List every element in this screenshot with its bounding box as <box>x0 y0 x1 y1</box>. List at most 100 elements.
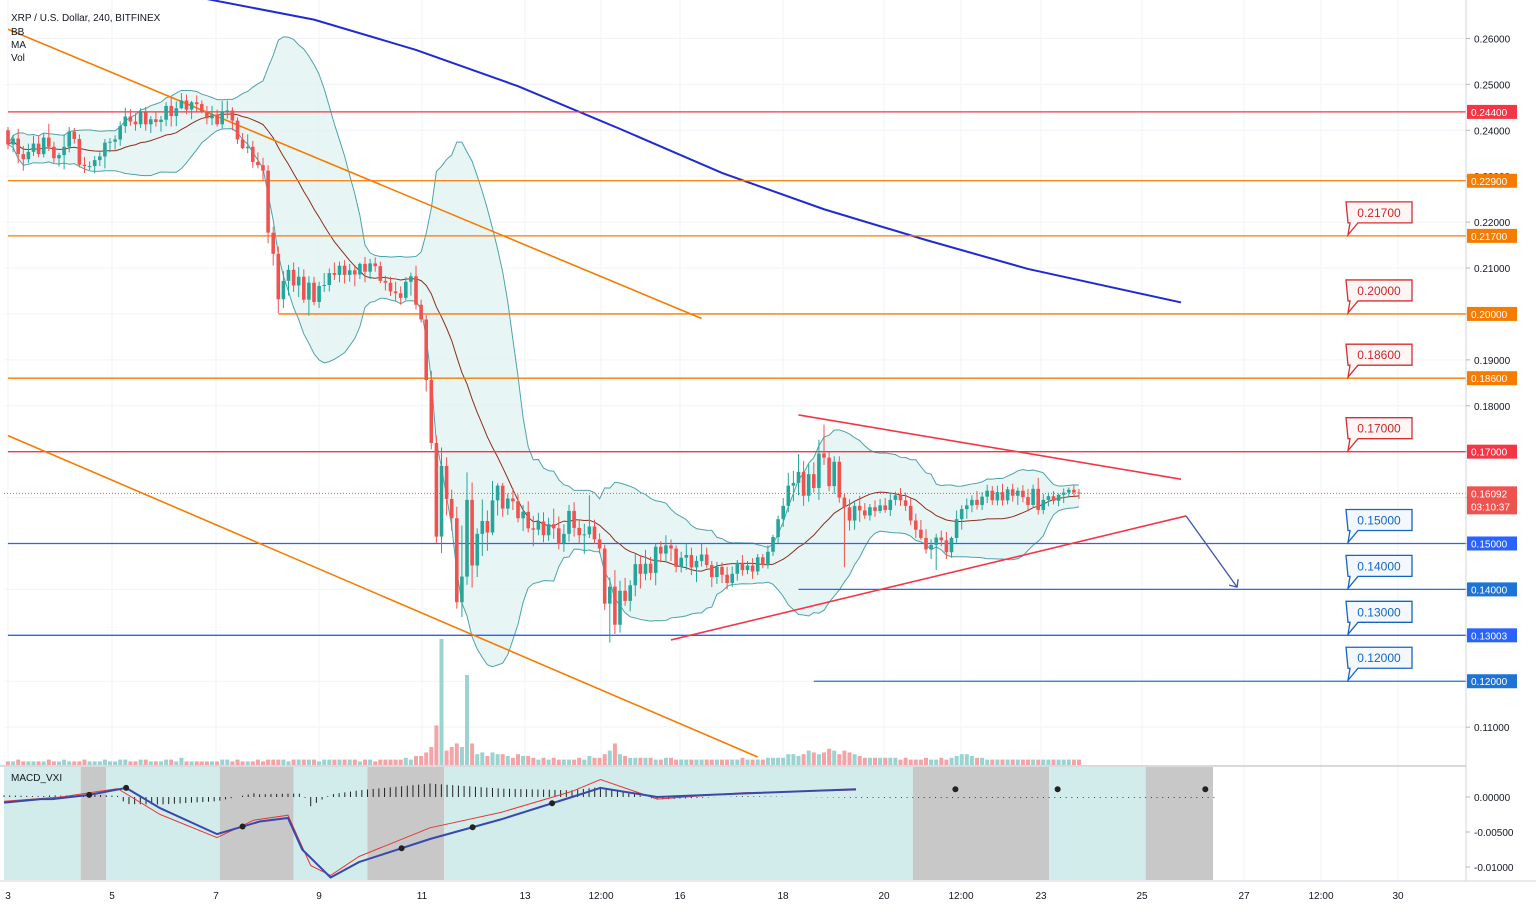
candle-body <box>557 528 561 544</box>
volume-bar <box>908 759 913 765</box>
candle-body <box>944 540 949 553</box>
volume-bar <box>1036 759 1041 765</box>
candle-body <box>363 263 367 272</box>
symbol-title[interactable]: XRP / U.S. Dollar, 240, BITFINEX <box>11 13 161 24</box>
candle-body <box>154 119 158 123</box>
volume-bar <box>403 757 408 765</box>
candle-body <box>771 537 775 552</box>
candle-body <box>429 380 434 443</box>
volume-bar <box>867 757 872 765</box>
volume-bar <box>41 761 46 765</box>
candle-body <box>21 154 26 160</box>
volume-bar <box>240 761 245 765</box>
volume-bar <box>444 750 449 765</box>
candle-body <box>138 112 143 125</box>
callout-text: 0.17000 <box>1357 422 1401 436</box>
volume-bar <box>964 754 969 765</box>
candle-body <box>990 490 995 501</box>
volume-bar <box>46 759 51 765</box>
volume-bar <box>847 752 852 765</box>
callout-0.14000: 0.14000 <box>1345 554 1413 591</box>
volume-bar <box>760 759 765 765</box>
volume-bar <box>36 761 41 765</box>
volume-bar <box>475 754 480 765</box>
volume-bar <box>959 754 964 765</box>
macd-bg-bear <box>1145 767 1213 880</box>
volume-bar <box>822 752 826 765</box>
candle-body <box>143 112 148 125</box>
volume-bar <box>735 759 740 765</box>
volume-bar <box>633 757 638 765</box>
candle-body <box>812 474 816 488</box>
candle-body <box>322 284 326 286</box>
volume-bar <box>11 761 16 765</box>
price-tick-label: 0.24000 <box>1474 126 1511 137</box>
volume-bar <box>995 759 1000 765</box>
volume-bar <box>31 761 36 765</box>
volume-bar <box>485 756 490 765</box>
macd-tick-label: 0.00000 <box>1474 793 1511 804</box>
candle-body <box>332 273 337 275</box>
candle-body <box>128 116 133 122</box>
volume-bar <box>505 756 510 765</box>
indicator-label-vol[interactable]: Vol <box>11 53 25 64</box>
volume-bar <box>587 756 592 765</box>
candle-body <box>959 509 964 520</box>
candles <box>6 93 1081 643</box>
candle-body <box>506 498 510 509</box>
time-tick-label: 12:00 <box>588 891 613 902</box>
candle-body <box>245 146 250 149</box>
volume-bar <box>546 759 551 765</box>
candle-body <box>587 526 592 535</box>
indicator-label-ma[interactable]: MA <box>11 40 26 51</box>
volume-bar <box>414 756 418 765</box>
axis-badge-label: 0.17000 <box>1471 448 1508 459</box>
candle-body <box>638 564 643 574</box>
candle-body <box>449 498 454 519</box>
volume-bar <box>842 750 847 765</box>
volume-bar <box>934 759 939 765</box>
trendline-triangle-upper <box>798 414 1182 481</box>
candle-body <box>210 114 214 119</box>
candle-body <box>608 586 612 604</box>
callout-text: 0.20000 <box>1357 284 1401 298</box>
volume-bar <box>623 756 628 765</box>
volume-bar <box>607 750 612 765</box>
volume-bar <box>771 757 775 765</box>
candle-body <box>149 119 153 125</box>
ma-200-line <box>206 0 1182 304</box>
volume-bar <box>526 756 531 765</box>
callout-box <box>1345 508 1413 545</box>
volume-bar <box>694 759 699 765</box>
time-tick-label: 9 <box>316 891 322 902</box>
volume-bar <box>113 761 118 765</box>
candle-body <box>388 282 393 292</box>
candle-body <box>710 565 714 578</box>
volume-bar <box>281 759 286 765</box>
volume-bar <box>628 757 633 765</box>
candle-body <box>47 137 51 147</box>
indicator-label-bb[interactable]: BB <box>11 27 25 38</box>
candle-body <box>730 573 734 583</box>
candle-body <box>755 557 760 572</box>
candle-body <box>342 265 347 275</box>
macd-cross-marker <box>469 824 476 831</box>
candle-body <box>1041 499 1046 510</box>
volume-bar <box>663 757 668 765</box>
candle-body <box>577 527 581 536</box>
volume-bar <box>898 759 903 765</box>
volume-bar <box>510 757 515 765</box>
volume-bar <box>791 754 796 765</box>
macd-bg-bull <box>1049 767 1146 880</box>
candle-body <box>358 263 362 275</box>
macd-label[interactable]: MACD_VXI <box>11 773 63 784</box>
candle-body <box>108 141 112 143</box>
volume-bar <box>888 757 893 765</box>
volume-bar <box>699 759 704 765</box>
callout-text: 0.12000 <box>1357 651 1401 665</box>
axis-badge-label: 0.15000 <box>1471 539 1508 550</box>
volume-bar <box>684 759 689 765</box>
candle-body <box>521 511 525 519</box>
